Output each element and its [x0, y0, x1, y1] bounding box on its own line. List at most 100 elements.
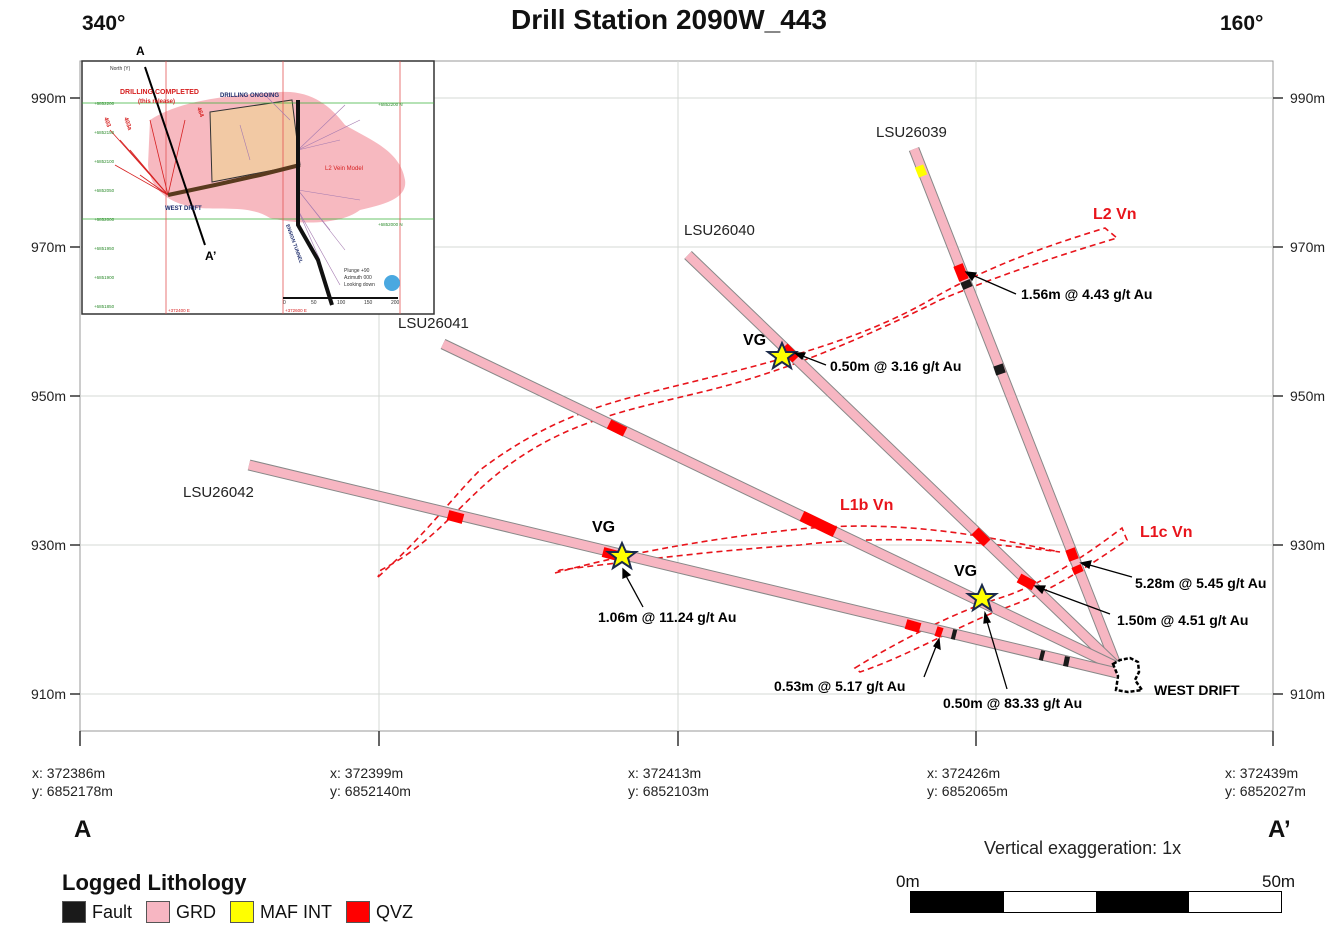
- inset-northing: +6852000: [94, 217, 115, 222]
- vg-label: VG: [954, 563, 977, 580]
- y-tick-label-right: 970m: [1290, 239, 1325, 255]
- inset-hole-label: 464: [195, 107, 204, 119]
- hole-lsu26039: [908, 146, 1123, 670]
- inset-scale-tick: 50: [311, 300, 317, 306]
- y-tick-label: 990m: [31, 90, 66, 106]
- inset-drilling-completed: DRILLING COMPLETED: [120, 89, 199, 96]
- bearing-right-label: 160°: [1220, 12, 1264, 35]
- inset-drilling-ongoing: DRILLING ONGOING: [220, 93, 279, 99]
- inset-hole-label: 403a: [122, 117, 132, 132]
- y-tick-label-right: 950m: [1290, 388, 1325, 404]
- drift-label: WEST DRIFT: [1154, 682, 1240, 698]
- inset-easting: +372400 E: [168, 308, 190, 313]
- inset-map: A A’ North (Y) DRILLING COMPLETED (this …: [81, 44, 435, 315]
- vg-label: VG: [592, 519, 615, 536]
- inset-azimuth: Azimuth 000: [344, 275, 372, 281]
- y-tick-label-right: 990m: [1290, 90, 1325, 106]
- inset-northing: +6852000 N: [378, 222, 403, 227]
- intercept-label: 1.06m @ 11.24 g/t Au: [598, 609, 736, 625]
- legend-item-grd: GRD: [146, 901, 216, 923]
- vein-l1b-outline: [554, 525, 1061, 574]
- inset-west-drift: WEST DRIFT: [165, 206, 202, 212]
- page-title: Drill Station 2090W_443: [511, 4, 827, 35]
- hole-lsu26041: [440, 339, 1120, 672]
- x-tick-label: x: 372399m y: 6852140m: [330, 765, 411, 799]
- axis-ticks: [70, 97, 1283, 746]
- inset-hole-label: 403: [102, 117, 111, 129]
- intercept-label: 1.50m @ 4.51 g/t Au: [1117, 612, 1248, 628]
- y-tick-label-right: 930m: [1290, 537, 1325, 553]
- legend-label: QVZ: [376, 901, 414, 922]
- hole-lsu26040: [684, 251, 1121, 671]
- inset-northing: +6851900: [94, 275, 115, 280]
- inset-northing: +6852100: [94, 159, 115, 164]
- inset-northing: +6852050: [94, 188, 115, 193]
- inset-scale-tick: 100: [337, 300, 346, 306]
- leader-arrows: [622, 271, 1133, 690]
- vg-star-icon: [965, 582, 999, 613]
- hole-label: LSU26039: [876, 124, 947, 141]
- bearing-left-label: 340°: [82, 12, 126, 35]
- inset-northing: +6851950: [94, 246, 115, 251]
- legend-label: Fault: [92, 901, 133, 922]
- scale-start-label: 0m: [896, 872, 920, 891]
- inset-northing: +6852200: [94, 101, 115, 106]
- hole-label: LSU26042: [183, 484, 254, 501]
- inset-scale-tick: 200: [391, 300, 400, 306]
- y-tick-label: 970m: [31, 239, 66, 255]
- inset-scale-tick: 0: [283, 300, 286, 306]
- vg-stars: [605, 340, 999, 613]
- inset-north: North (Y): [110, 66, 131, 72]
- x-tick-label: x: 372426m y: 6852065m: [927, 765, 1008, 799]
- y-tick-label-right: 910m: [1290, 686, 1325, 702]
- section-start-label: A: [74, 816, 92, 843]
- intercept-label: 0.50m @ 83.33 g/t Au: [943, 695, 1082, 711]
- hole-label: LSU26040: [684, 222, 755, 239]
- y-tick-label: 910m: [31, 686, 66, 702]
- legend: Fault GRD MAF INT QVZ: [62, 901, 419, 923]
- inset-scale-tick: 150: [364, 300, 373, 306]
- inset-vein-model: L2 Vein Model: [325, 166, 363, 172]
- x-tick-label: x: 372386m y: 6852178m: [32, 765, 113, 799]
- scale-end-label: 50m: [1262, 872, 1296, 891]
- inset-easting: +372600 E: [285, 308, 307, 313]
- intercept-label: 5.28m @ 5.45 g/t Au: [1135, 575, 1266, 591]
- vein-outlines: [377, 227, 1128, 673]
- legend-swatch: [346, 901, 371, 923]
- inset-section-a: A: [136, 44, 145, 58]
- inset-northing: +6852150: [94, 130, 115, 135]
- section-end-label: A’: [1268, 816, 1291, 843]
- vein-label: L1c Vn: [1140, 524, 1192, 541]
- vg-star-icon: [605, 540, 639, 571]
- intercept-label: 0.53m @ 5.17 g/t Au: [774, 678, 905, 694]
- y-tick-label: 930m: [31, 537, 66, 553]
- vein-label: L2 Vn: [1093, 206, 1137, 223]
- legend-swatch: [146, 901, 171, 923]
- legend-item-fault: Fault: [62, 901, 132, 923]
- legend-swatch: [230, 901, 255, 923]
- hole-label: LSU26041: [398, 315, 469, 332]
- vertical-exaggeration: Vertical exaggeration: 1x: [984, 838, 1182, 858]
- intercept-label: 1.56m @ 4.43 g/t Au: [1021, 286, 1152, 302]
- inset-drift-line: [167, 163, 301, 197]
- inset-section-line: [144, 66, 206, 246]
- x-tick-label: x: 372439m y: 6852027m: [1225, 765, 1306, 799]
- inset-this-release: (this release): [138, 99, 175, 105]
- inset-section-a-prime: A’: [205, 249, 216, 263]
- x-tick-label: x: 372413m y: 6852103m: [628, 765, 709, 799]
- vg-label: VG: [743, 332, 766, 349]
- inset-globe-icon: [384, 275, 400, 291]
- drill-holes: [247, 146, 1123, 679]
- vg-star-icon: [765, 340, 799, 371]
- inset-northing: +6851850: [94, 304, 115, 309]
- inset-northing: +6852200 N: [378, 102, 403, 107]
- y-tick-label: 950m: [31, 388, 66, 404]
- legend-label: GRD: [176, 901, 217, 922]
- legend-swatch: [62, 901, 86, 923]
- legend-item-qvz: QVZ: [346, 901, 413, 923]
- intercept-label: 0.50m @ 3.16 g/t Au: [830, 358, 961, 374]
- scale-bar: [910, 891, 1282, 913]
- inset-ongoing-holes: [239, 94, 361, 286]
- vein-label: L1b Vn: [840, 497, 893, 514]
